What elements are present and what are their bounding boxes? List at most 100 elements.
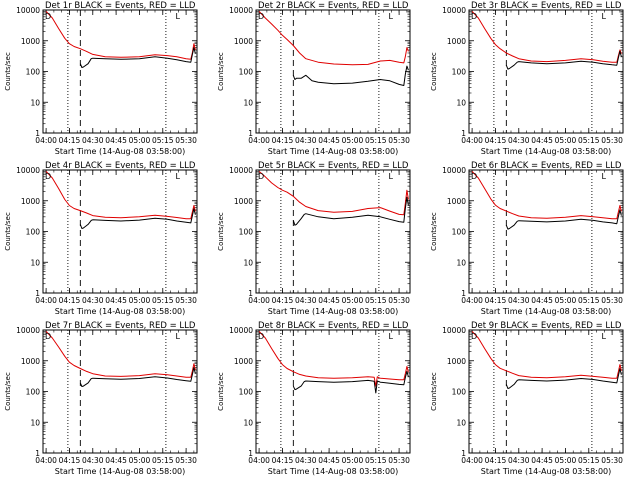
y-axis-label: Counts/sec xyxy=(430,52,438,91)
y-tick-label: 1 xyxy=(35,129,40,138)
y-tick-label: 1000 xyxy=(21,37,40,46)
series-line-events xyxy=(79,47,196,68)
series-line-lld xyxy=(471,171,622,220)
panel-title: Det 4r BLACK = Events, RED = LLD xyxy=(45,161,196,171)
y-tick-label: 100 xyxy=(452,68,467,77)
plot-panel-7r: Det 7r BLACK = Events, RED = LLD Counts/s… xyxy=(4,321,198,476)
x-tick-label: 05:15 xyxy=(578,296,600,305)
series-line-lld xyxy=(258,331,409,387)
x-tick-label: 04:15 xyxy=(485,456,507,465)
corner-label-left: D xyxy=(45,332,51,341)
x-tick-label: 04:45 xyxy=(531,296,553,305)
y-tick-label: 10 xyxy=(456,258,466,267)
panel-title: Det 6r BLACK = Events, RED = LLD xyxy=(471,161,622,171)
plot-frame xyxy=(468,329,624,454)
x-tick-label: 04:15 xyxy=(272,296,294,305)
y-tick-label: 10000 xyxy=(16,166,40,175)
series-line-events xyxy=(292,196,409,226)
y-tick-label: 10 xyxy=(456,418,466,427)
plot-panel-6r: Det 6r BLACK = Events, RED = LLD Counts/s… xyxy=(430,161,624,316)
panel-title: Det 3r BLACK = Events, RED = LLD xyxy=(471,1,622,11)
plot-frame xyxy=(42,329,198,454)
series-line-events xyxy=(292,370,409,394)
y-tick-label: 10000 xyxy=(442,6,466,15)
x-tick-label: 04:30 xyxy=(295,296,317,305)
x-tick-label: 04:00 xyxy=(248,136,270,145)
x-tick-label: 04:15 xyxy=(272,456,294,465)
panel-title: Det 9r BLACK = Events, RED = LLD xyxy=(471,321,622,331)
y-tick-label: 1000 xyxy=(447,357,466,366)
corner-label-left: D xyxy=(471,332,477,341)
x-tick-label: 05:15 xyxy=(365,136,387,145)
plot-panel-4r: Det 4r BLACK = Events, RED = LLD Counts/s… xyxy=(4,161,198,316)
plot-frame xyxy=(255,9,411,134)
x-tick-label: 04:45 xyxy=(318,296,340,305)
y-tick-label: 10000 xyxy=(442,326,466,335)
y-tick-label: 100 xyxy=(452,228,467,237)
x-tick-label: 05:15 xyxy=(365,296,387,305)
x-tick-label: 04:00 xyxy=(35,456,57,465)
y-tick-label: 10000 xyxy=(16,326,40,335)
corner-label-right: L xyxy=(388,172,393,181)
x-tick-label: 04:00 xyxy=(461,296,483,305)
x-tick-label: 05:00 xyxy=(342,136,364,145)
y-tick-label: 1 xyxy=(248,289,253,298)
y-axis-label: Counts/sec xyxy=(430,212,438,251)
y-axis-label: Counts/sec xyxy=(4,52,12,91)
y-tick-label: 10 xyxy=(30,98,40,107)
corner-label-left: D xyxy=(258,172,264,181)
y-tick-label: 100 xyxy=(239,388,254,397)
x-tick-label: 04:30 xyxy=(82,456,104,465)
x-tick-label: 04:45 xyxy=(105,296,127,305)
corner-label-left: D xyxy=(471,172,477,181)
y-tick-label: 1000 xyxy=(21,197,40,206)
x-tick-label: 04:45 xyxy=(105,456,127,465)
y-axis-label: Counts/sec xyxy=(217,212,225,251)
y-tick-label: 10000 xyxy=(229,326,253,335)
x-tick-label: 05:15 xyxy=(152,136,174,145)
y-tick-label: 10 xyxy=(30,418,40,427)
x-tick-label: 04:45 xyxy=(318,456,340,465)
corner-label-right: L xyxy=(601,332,606,341)
x-tick-label: 05:30 xyxy=(388,296,410,305)
x-axis-label: Start Time (14-Aug-08 03:58:00) xyxy=(55,147,186,156)
y-axis-label: Counts/sec xyxy=(4,372,12,411)
series-line-lld xyxy=(45,171,196,220)
x-tick-label: 04:15 xyxy=(59,456,81,465)
x-tick-label: 05:15 xyxy=(152,296,174,305)
y-tick-label: 10000 xyxy=(229,6,253,15)
corner-label-left: D xyxy=(45,172,51,181)
x-axis-label: Start Time (14-Aug-08 03:58:00) xyxy=(55,307,186,316)
y-tick-label: 1000 xyxy=(234,357,253,366)
series-line-lld xyxy=(45,11,196,60)
x-tick-label: 05:30 xyxy=(601,296,623,305)
x-tick-label: 04:30 xyxy=(295,456,317,465)
y-tick-label: 1 xyxy=(461,449,466,458)
series-line-lld xyxy=(258,11,409,66)
x-tick-label: 04:45 xyxy=(531,456,553,465)
x-tick-label: 04:30 xyxy=(82,296,104,305)
panel-title: Det 8r BLACK = Events, RED = LLD xyxy=(258,321,409,331)
x-tick-label: 04:30 xyxy=(82,136,104,145)
series-line-events xyxy=(292,65,409,86)
y-axis-label: Counts/sec xyxy=(430,372,438,411)
x-tick-label: 05:15 xyxy=(365,456,387,465)
plot-panel-3r: Det 3r BLACK = Events, RED = LLD Counts/s… xyxy=(430,1,624,156)
y-tick-label: 1 xyxy=(461,289,466,298)
x-axis-label: Start Time (14-Aug-08 03:58:00) xyxy=(55,467,186,476)
x-tick-label: 05:30 xyxy=(175,136,197,145)
y-tick-label: 100 xyxy=(239,228,254,237)
x-tick-label: 04:00 xyxy=(461,136,483,145)
corner-label-right: L xyxy=(175,172,180,181)
series-line-events xyxy=(505,368,622,389)
y-tick-label: 1000 xyxy=(234,197,253,206)
corner-label-right: L xyxy=(175,332,180,341)
plot-panel-5r: Det 5r BLACK = Events, RED = LLD Counts/s… xyxy=(217,161,411,316)
y-tick-label: 100 xyxy=(452,388,467,397)
x-tick-label: 04:00 xyxy=(248,296,270,305)
x-tick-label: 05:00 xyxy=(342,296,364,305)
x-tick-label: 05:00 xyxy=(555,296,577,305)
y-tick-label: 1 xyxy=(248,449,253,458)
y-tick-label: 10 xyxy=(456,98,466,107)
